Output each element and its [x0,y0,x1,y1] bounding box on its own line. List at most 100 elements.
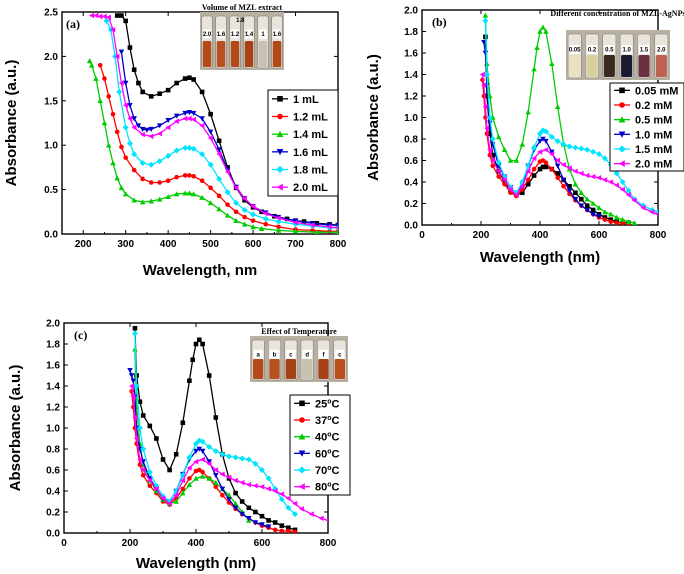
legend-entry-name: 1.8 mL [293,165,328,177]
data-point-4 [584,146,591,153]
series-group [127,325,328,533]
data-point-0 [187,378,192,384]
data-point-4 [140,446,147,452]
data-point-3 [165,118,171,124]
data-point-4 [560,141,567,148]
x-tick-label: 200 [122,538,139,549]
data-point-0 [140,413,146,418]
data-point-4 [566,143,573,150]
vial-label: 2.0 [657,48,666,54]
data-point-5 [590,173,596,180]
data-point-5 [224,169,230,175]
data-point-1 [543,160,549,165]
data-point-1 [180,486,186,492]
data-point-2 [537,28,543,34]
legend-entry-name: 2.0 mM [635,159,672,171]
data-point-2 [519,141,526,147]
inset-title: Effect of Temperature [261,327,337,336]
data-point-0 [136,80,141,86]
vial-tag [335,349,345,359]
data-point-4 [554,138,561,145]
vial-label: 1.0 [622,48,631,54]
data-point-3 [252,520,259,526]
data-point-4 [542,128,549,135]
vial-liquid [638,55,650,77]
vial-label: b [273,352,277,358]
data-point-0 [272,520,278,525]
legend-unit: C [332,432,340,444]
legend-entry: 2.0 mL [293,182,328,194]
data-point-1 [123,155,128,160]
data-point-1 [213,484,219,490]
vial-tag [269,349,280,359]
data-point-4 [531,144,538,151]
data-point-2 [207,200,214,206]
data-point-5 [298,506,304,512]
data-point-5 [525,168,531,175]
data-point-5 [584,172,590,179]
data-point-0 [590,207,596,213]
legend-entry-name: 70 [315,465,327,477]
vial-liquid [269,359,280,379]
data-point-5 [602,177,608,183]
vial-label: 1.4 [245,32,254,38]
data-point-3 [199,448,206,454]
data-point-2 [619,216,626,222]
legend-box [289,394,351,496]
data-point-5 [110,27,116,33]
data-point-5 [165,124,171,131]
data-point-4 [224,189,231,196]
data-point-4 [241,207,248,214]
data-point-5 [131,124,137,131]
data-point-1 [157,180,162,185]
data-point-4 [139,159,146,166]
data-point-1 [187,476,192,481]
data-point-4 [193,440,199,447]
data-point-4 [596,151,602,158]
data-point-4 [233,199,240,206]
data-point-5 [285,495,291,502]
data-point-2 [525,109,531,115]
data-point-0 [182,76,188,81]
data-point-3 [207,129,214,135]
data-point-5 [482,103,488,110]
data-point-0 [573,190,578,196]
data-point-4 [216,175,223,182]
data-point-3 [206,459,212,465]
legend-entry: 37oC [315,415,340,427]
data-point-5 [246,481,252,488]
data-point-3 [584,207,590,213]
data-point-4 [259,467,265,473]
data-point-2 [543,28,549,34]
data-point-5 [655,212,658,216]
data-point-1 [496,174,501,179]
data-point-2 [97,98,103,104]
data-point-1 [106,94,112,99]
data-point-5 [137,456,143,463]
data-point-0 [131,67,137,73]
y-tick-label: 2.0 [46,319,60,330]
data-point-0 [239,499,245,504]
x-axis-title: Wavelength (nm) [136,555,256,572]
legend-marker [298,433,306,440]
series-line-2 [134,349,250,521]
vial-liquid [285,359,297,379]
data-point-5 [613,182,619,188]
data-point-4 [640,202,647,209]
data-point-3 [590,211,596,218]
data-point-5 [326,224,332,230]
data-point-4 [212,448,219,455]
y-tick-label: 1.8 [404,27,418,38]
data-point-4 [131,330,138,337]
data-point-1 [197,467,202,473]
data-point-1 [525,177,531,183]
data-point-5 [199,456,205,463]
legend-entry: 1.2 mL [293,112,328,124]
data-point-4 [649,206,656,213]
panel-label: (b) [432,15,447,29]
data-point-4 [186,454,193,461]
vial-top-label: 1.8 [236,18,245,24]
data-point-5 [101,13,107,20]
data-point-5 [241,195,247,202]
data-point-2 [596,205,602,211]
